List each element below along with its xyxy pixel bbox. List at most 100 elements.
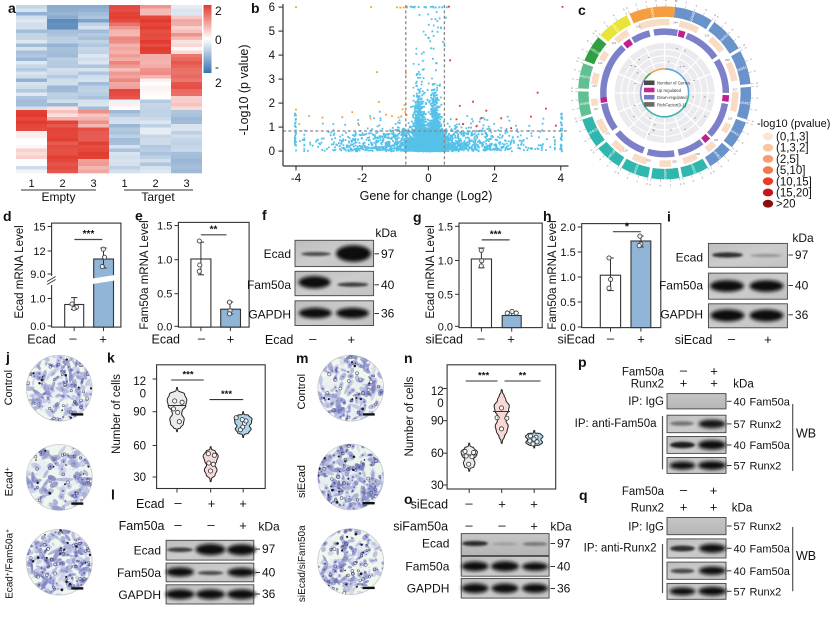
svg-text:Fam50a: Fam50a [750,396,791,408]
svg-text:118: 118 [636,25,641,29]
svg-text:0.5: 0.5 [560,297,575,309]
svg-text:8: 8 [665,0,667,2]
svg-text:Runx2: Runx2 [750,461,782,473]
svg-text:–: – [680,482,688,497]
svg-text:9.0: 9.0 [30,269,45,281]
svg-text:+: + [710,376,718,391]
svg-text:156: 156 [728,116,733,120]
svg-text:+: + [239,518,247,533]
svg-text:1.0: 1.0 [560,272,575,284]
svg-text:4: 4 [598,157,602,161]
svg-text:ko04512: ko04512 [735,65,749,73]
svg-text:ko04929: ko04929 [738,100,752,106]
svg-text:GAPDH: GAPDH [118,588,161,602]
svg-text:2: 2 [215,4,222,18]
svg-text:+: + [710,500,718,515]
svg-text:b: b [251,0,260,16]
svg-text:314: 314 [612,41,617,45]
svg-text:>20: >20 [776,199,796,211]
svg-text:0: 0 [573,117,577,120]
svg-text:2: 2 [215,76,222,90]
svg-text:190: 190 [598,61,603,65]
svg-text:2: 2 [571,77,575,80]
svg-text:168: 168 [695,152,700,156]
svg-text:1: 1 [269,122,275,134]
svg-text:0: 0 [215,33,222,47]
svg-text:12: 12 [133,376,146,388]
svg-text:97: 97 [795,248,809,262]
svg-text:60: 60 [133,440,146,452]
svg-text:Up regulated: Up regulated [657,88,682,93]
svg-text:g: g [413,209,422,225]
svg-text:IP: anti-Fam50a: IP: anti-Fam50a [575,418,657,430]
svg-text:2: 2 [635,2,638,6]
svg-text:0: 0 [437,398,443,410]
svg-text:RichFactor(0-1): RichFactor(0-1) [657,102,687,107]
svg-text:2: 2 [724,21,728,25]
svg-text:k: k [107,350,115,366]
svg-text:2: 2 [152,178,158,190]
svg-text:***: *** [83,229,95,240]
svg-text:+: + [530,497,538,512]
svg-text:(1,3,2]: (1,3,2] [776,143,809,155]
svg-text:**: ** [519,371,527,382]
svg-text:siEcad/siFam50a: siEcad/siFam50a [297,525,308,602]
svg-text:Fam50a mRNA Level: Fam50a mRNA Level [139,220,151,329]
svg-text:Number of cells: Number of cells [111,374,123,454]
svg-text:2: 2 [700,176,703,180]
svg-text:6: 6 [682,182,685,186]
svg-text:4: 4 [586,39,590,43]
svg-text:6: 6 [737,35,741,39]
svg-text:0: 0 [576,56,580,59]
svg-text:1.0: 1.0 [30,294,45,306]
svg-text:40: 40 [734,440,746,452]
svg-text:q: q [579,487,588,503]
svg-text:siEcad: siEcad [296,465,308,498]
svg-text:0: 0 [744,46,748,50]
svg-text:6: 6 [591,31,595,35]
svg-text:97: 97 [381,247,395,261]
svg-text:Control: Control [3,370,15,405]
svg-text:30: 30 [133,472,146,484]
svg-text:Number of cells: Number of cells [404,376,416,456]
svg-text:c: c [578,2,586,18]
svg-text:(10,15]: (10,15] [776,176,812,188]
svg-text:6: 6 [574,120,578,123]
svg-text:Gene for change (Log2): Gene for change (Log2) [360,189,493,203]
svg-text:2: 2 [755,97,759,99]
svg-text:4: 4 [570,99,574,101]
svg-text:ko05410: ko05410 [649,5,655,19]
svg-text:90: 90 [431,416,444,428]
svg-text:60: 60 [431,448,444,460]
svg-text:0.0: 0.0 [30,321,45,333]
svg-text:12: 12 [431,386,444,398]
svg-text:+: + [227,332,235,347]
svg-text:Control: Control [296,374,308,409]
svg-text:Fam50a: Fam50a [117,566,161,580]
svg-text:15: 15 [33,222,45,234]
svg-text:90: 90 [133,407,146,419]
svg-text:Ecad: Ecad [422,536,449,550]
svg-text:4: 4 [692,179,695,183]
svg-text:0.0: 0.0 [560,322,575,334]
svg-text:5: 5 [269,26,275,38]
svg-text:Ecad: Ecad [134,544,161,558]
svg-text:6: 6 [712,170,716,174]
svg-text:+: + [710,483,718,498]
svg-text:6: 6 [734,149,738,153]
svg-text:2: 2 [583,139,587,143]
svg-text:57: 57 [734,521,746,533]
svg-text:0: 0 [679,182,682,186]
svg-text:0: 0 [269,146,275,158]
svg-text:40: 40 [734,566,746,578]
svg-text:258: 258 [672,160,677,164]
svg-text:+: + [507,332,515,347]
svg-text:Empty: Empty [41,190,75,204]
svg-text:h: h [543,208,552,224]
svg-text:4: 4 [754,109,758,112]
svg-text:6: 6 [269,2,275,14]
svg-text:ko04723: ko04723 [578,74,592,81]
svg-text:–: – [309,331,317,346]
svg-text:–: – [680,363,688,378]
svg-text:1.5: 1.5 [157,221,172,233]
